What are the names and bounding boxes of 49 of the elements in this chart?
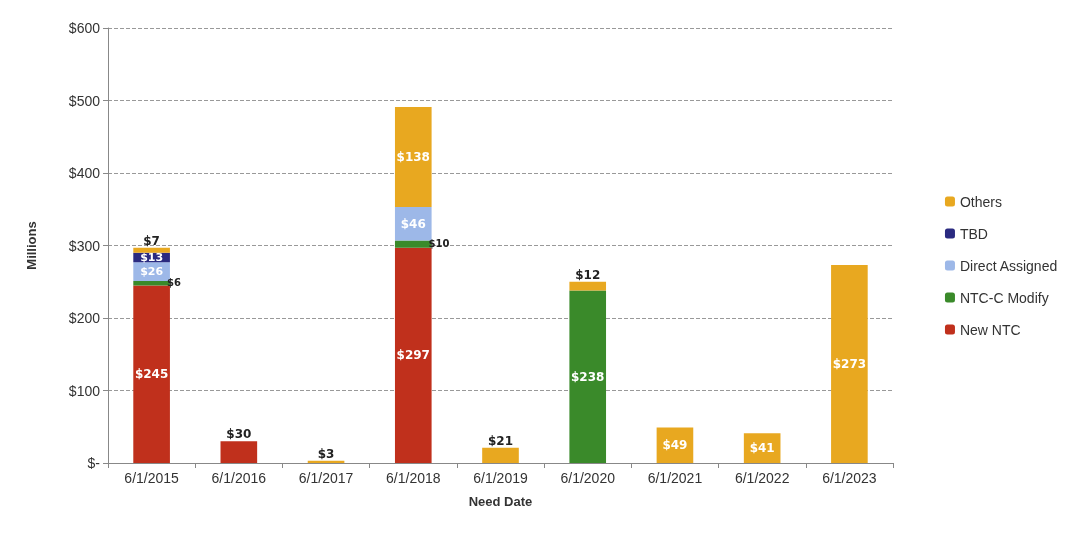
data-label: $138: [396, 150, 430, 165]
bar: [307, 460, 345, 463]
bar: [394, 247, 432, 463]
data-label: $7: [143, 233, 160, 248]
legend-label: New NTC: [959, 321, 1021, 338]
bar: [133, 247, 170, 253]
x-tick-label: 6/1/2019: [473, 470, 528, 486]
bar: [569, 290, 607, 463]
data-label: $30: [226, 427, 252, 442]
x-tick-label: 6/1/2018: [386, 470, 441, 486]
y-tick-label: $500: [68, 92, 101, 109]
x-tick-label: 6/1/2023: [822, 470, 877, 486]
bar: [394, 107, 432, 208]
data-label: $6: [166, 276, 181, 288]
data-label: $12: [575, 267, 601, 282]
data-label: $245: [134, 367, 169, 382]
y-tick-label: $100: [68, 382, 101, 399]
x-tick-label: 6/1/2022: [734, 470, 790, 486]
bar: [569, 281, 607, 291]
data-label: $13: [140, 250, 164, 264]
data-label: $3: [317, 446, 335, 461]
x-tick-label: 6/1/2020: [560, 470, 616, 486]
y-axis-title: Millions: [24, 221, 39, 270]
legend-label: TBD: [959, 225, 988, 242]
y-tick-label: $600: [68, 20, 101, 36]
data-label: $46: [400, 216, 426, 231]
legend-label: NTC-C Modify: [959, 289, 1049, 306]
y-tick-label: $200: [68, 310, 101, 326]
data-label: $297: [396, 348, 430, 363]
data-label: $26: [140, 265, 164, 279]
legend-label: Others: [959, 193, 1002, 210]
y-tick-label: $300: [68, 237, 101, 254]
data-label: $273: [832, 357, 867, 372]
bar: [831, 265, 868, 463]
data-label: $21: [487, 433, 514, 448]
legend-label: Direct Assigned: [959, 257, 1058, 274]
data-label: $49: [662, 438, 688, 453]
x-tick-label: 6/1/2017: [298, 470, 354, 486]
bar: [482, 447, 519, 463]
y-tick-label: $400: [68, 165, 101, 181]
y-tick-label: $-: [87, 455, 101, 471]
data-label: $41: [749, 441, 775, 456]
data-label: $238: [571, 369, 605, 384]
x-tick-label: 6/1/2016: [211, 470, 267, 486]
bar: [133, 285, 170, 463]
x-tick-label: 6/1/2015: [124, 470, 180, 486]
x-axis-title: Need Date: [468, 494, 533, 509]
bar: [220, 441, 258, 463]
x-tick-label: 6/1/2021: [647, 470, 703, 486]
